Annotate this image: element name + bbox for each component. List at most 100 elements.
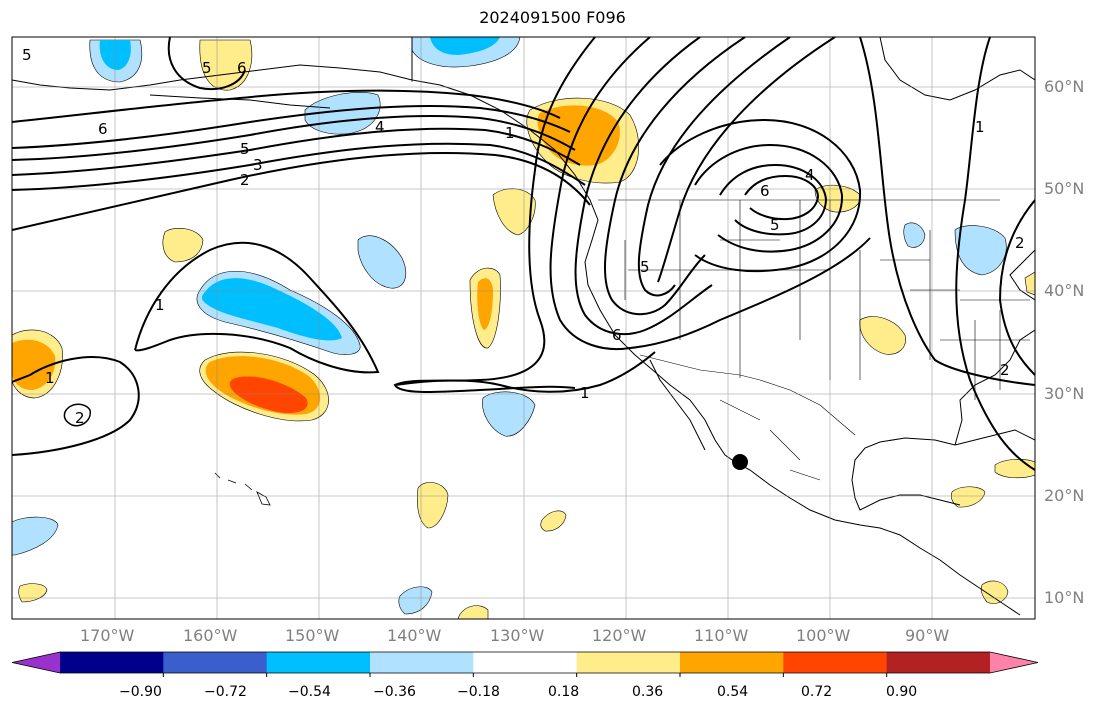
anomaly-red-pacific (229, 376, 308, 414)
contour-north-small (167, 37, 246, 90)
lon-tick-label: 110°W (694, 626, 749, 645)
colorbar-extend-high (990, 652, 1038, 673)
colorbar-swatch (886, 652, 991, 673)
contour-label: 1 (580, 384, 590, 402)
colorbar-tick-label: 0.90 (886, 684, 918, 700)
colorbar (11, 651, 1039, 677)
colorbar-swatch (163, 652, 268, 673)
coastlines (12, 37, 1035, 616)
anomaly-blue-south (482, 391, 536, 437)
anomaly-yellow-plains (859, 316, 906, 355)
colorbar-outline (11, 651, 1039, 674)
colorbar-tick-label: −0.54 (288, 684, 331, 700)
anomaly-yellow-south-1 (417, 482, 449, 529)
contour-label: 2 (1015, 234, 1025, 252)
contour-label: 1 (155, 296, 165, 314)
contour-label: 2 (240, 171, 250, 189)
contour-label: 1 (975, 118, 985, 136)
contour-1-pacific (134, 241, 380, 374)
lon-tick-label: 140°W (387, 626, 442, 645)
colorbar-swatch (576, 652, 681, 673)
contour-label: 1 (45, 369, 55, 387)
coast-hudson (879, 37, 1035, 101)
colorbar-swatch (783, 652, 888, 673)
ridge-high-outer (659, 118, 862, 273)
colorbar-swatch (370, 652, 474, 673)
lat-tick-label: 40°N (1044, 281, 1085, 300)
contour-label: 5 (202, 59, 212, 77)
anomaly-yellow-east (1024, 271, 1035, 296)
lon-tick-label: 150°W (285, 626, 340, 645)
contour-label: 5 (240, 140, 250, 158)
anomaly-blue-west-south (12, 516, 59, 556)
colorbar-swatch (60, 652, 164, 673)
trough-1 (549, 37, 871, 351)
contour-label: 3 (253, 156, 263, 174)
anomaly-yellow-caribbean (950, 486, 986, 508)
contour-1-west (12, 356, 140, 456)
mexico-states (719, 399, 821, 481)
colorbar-swatch (680, 652, 784, 673)
anomaly-yellow-sw-2 (18, 583, 48, 603)
contour-label: 1 (505, 124, 515, 142)
map-frame (11, 36, 1036, 620)
lon-tick-label: 100°W (796, 626, 851, 645)
contour-label: 6 (237, 59, 247, 77)
lon-tick-label: 160°W (183, 626, 238, 645)
trough-4 (637, 37, 791, 297)
states-east (940, 299, 1030, 400)
contour-1-east-2 (955, 37, 1035, 471)
colorbar-tick-label: −0.90 (119, 684, 162, 700)
anomaly-yellow-sw (162, 227, 204, 263)
contour-label: 2 (1000, 361, 1010, 379)
contour-1-east (859, 37, 1035, 386)
contour-4-north (12, 115, 576, 161)
contour-2-north (12, 142, 586, 191)
contour-1-south (394, 351, 656, 393)
colorbar-swatch (473, 652, 578, 673)
colorbar-tick-label: 0.18 (548, 684, 580, 700)
contour-label: 4 (375, 118, 385, 136)
contour-label: 5 (22, 46, 32, 64)
anomaly-yellow-north (199, 39, 253, 91)
colorbar-extend-low (12, 652, 60, 673)
map-title: 2024091500 F096 (479, 8, 626, 27)
coast-gulf (851, 429, 1035, 511)
anomaly-blue-greatlakes (954, 225, 1007, 276)
contour-label-group: 6 5 3 2 4 1 2 6 5 6 5 5 1 1 2 6 5 1 4 1 … (22, 46, 1025, 427)
contour-5-north (12, 104, 571, 149)
lat-tick-label: 60°N (1044, 77, 1085, 96)
coast-baja (649, 359, 706, 451)
borders (411, 37, 1030, 481)
contour-label: 2 (75, 409, 85, 427)
contour-label: 6 (760, 182, 770, 200)
contour-label: 5 (640, 258, 650, 276)
lon-tick-label: 90°W (905, 626, 950, 645)
coast-alaska (12, 64, 413, 91)
hawaii-islands (214, 472, 271, 506)
ridge-high-3 (719, 163, 828, 236)
contour-label: 6 (612, 326, 622, 344)
anomaly-yellow-caribbean-2 (994, 459, 1035, 479)
anomaly-blue-south-2 (398, 586, 433, 615)
lon-tick-label: 120°W (592, 626, 647, 645)
contour-3-north (12, 127, 581, 176)
shaded-anomalies (12, 37, 1035, 619)
colorbar-tick-label: 0.54 (717, 684, 749, 700)
anomaly-yellow-south-2 (540, 510, 567, 532)
contour-label: 6 (98, 120, 108, 138)
lat-tick-label: 50°N (1044, 179, 1085, 198)
colorbar-tick-label: −0.18 (457, 684, 500, 700)
trough-2 (574, 37, 713, 336)
lon-tick-label: 170°W (80, 626, 135, 645)
coast-east (1009, 249, 1035, 301)
contour-1-north (12, 152, 591, 231)
colorbar-swatch (266, 652, 371, 673)
contour-label: 5 (770, 216, 780, 234)
coast-florida (954, 329, 1035, 446)
height-contours (12, 37, 1035, 471)
trough-3 (604, 37, 746, 316)
lat-tick-label: 20°N (1044, 486, 1085, 505)
anomaly-blue-north-2-core (430, 37, 500, 55)
